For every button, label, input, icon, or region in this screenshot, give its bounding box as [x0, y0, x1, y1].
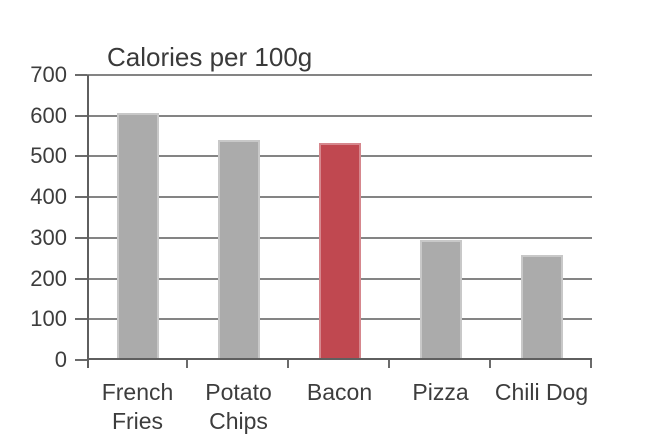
x-tick-label: French Fries: [82, 378, 194, 436]
x-tick-label: Bacon: [284, 378, 396, 407]
x-tick-label-line: French: [101, 379, 174, 405]
y-tick-label: 0: [54, 347, 67, 372]
y-tick-label: 500: [30, 143, 67, 169]
x-tick-label-line: Fries: [111, 408, 164, 434]
x-axis-line: [87, 358, 592, 360]
gridline: [87, 74, 592, 76]
y-tick-label: 400: [30, 184, 67, 210]
y-axis-tick: [75, 236, 87, 239]
x-tick-label-line: Pizza: [412, 379, 469, 405]
bar: [520, 254, 563, 360]
y-tick-label: 300: [30, 224, 67, 250]
y-axis-tick: [75, 196, 87, 199]
y-axis-tick: [75, 114, 87, 117]
y-axis-tick: [75, 318, 87, 321]
x-tick-label-line: Chips: [209, 408, 268, 434]
chart-title: Calories per 100g: [107, 42, 313, 72]
y-tick-label: 600: [30, 102, 67, 128]
x-axis-tick: [489, 360, 491, 368]
y-axis-tick: [75, 359, 87, 361]
plot-area: 0 100 200 300 400 500 600 700 French Fries Potato C…: [30, 62, 592, 434]
x-tick-label-line: Chili Dog: [494, 379, 589, 405]
x-axis-tick: [287, 360, 289, 368]
bar: [217, 140, 260, 360]
bar: [116, 112, 159, 360]
bar: [419, 239, 462, 360]
x-tick-label: Potato Chips: [183, 378, 295, 436]
x-tick-label-line: Bacon: [306, 379, 373, 405]
x-axis-tick: [590, 360, 592, 368]
y-tick-label: 100: [30, 306, 67, 332]
y-axis-tick: [75, 155, 87, 158]
y-tick-label: 700: [30, 62, 67, 87]
x-tick-label: Chili Dog: [486, 378, 598, 407]
y-axis-tick: [75, 74, 87, 76]
gridline: [87, 114, 592, 117]
x-axis-tick: [388, 360, 390, 368]
x-tick-label-line: Potato: [205, 379, 272, 405]
x-tick-label: Pizza: [385, 378, 497, 407]
y-axis-tick: [75, 277, 87, 280]
y-tick-label: 200: [30, 265, 67, 291]
bar: [318, 143, 361, 360]
x-axis-tick: [186, 360, 188, 368]
y-axis-line: [87, 75, 89, 368]
